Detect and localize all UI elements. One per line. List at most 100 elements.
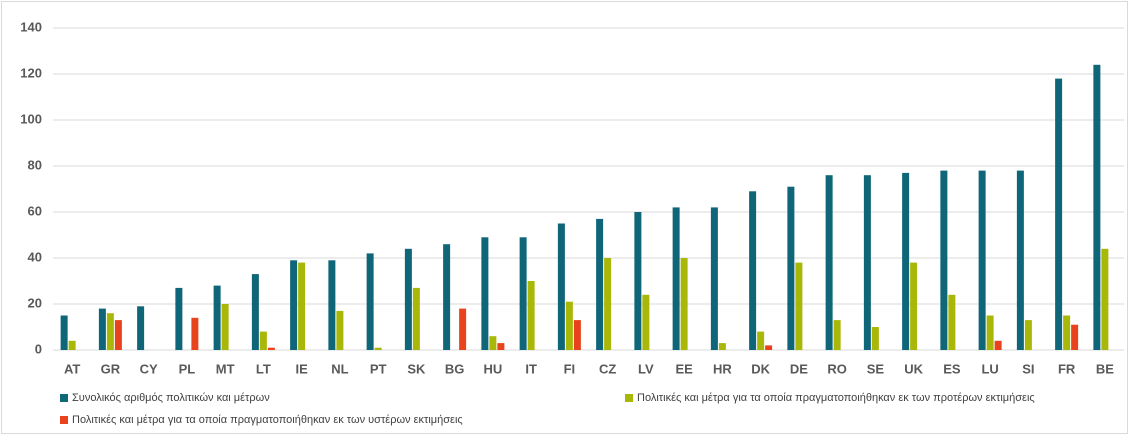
- y-tick-label: 140: [20, 19, 42, 34]
- bar: [191, 317, 199, 350]
- bar: [710, 207, 718, 350]
- x-tick-label: GR: [101, 361, 121, 376]
- bar: [910, 262, 918, 350]
- bar: [114, 320, 122, 350]
- bar: [634, 212, 642, 350]
- bar: [672, 207, 680, 350]
- x-tick-label: PT: [370, 361, 387, 376]
- bar: [1093, 64, 1101, 351]
- x-tick-label: PL: [179, 361, 196, 376]
- x-tick-label: NL: [331, 361, 348, 376]
- bar: [986, 315, 994, 350]
- legend-label: Συνολικός αριθμός πολιτικών και μέτρων: [72, 392, 270, 404]
- bar: [978, 170, 986, 350]
- bar: [825, 175, 833, 350]
- x-tick-label: RO: [827, 361, 847, 376]
- bar: [871, 327, 879, 350]
- bar: [106, 313, 114, 350]
- bar: [948, 294, 956, 350]
- bar: [1055, 78, 1063, 350]
- bar: [213, 285, 221, 350]
- bar: [642, 294, 650, 350]
- bar: [259, 331, 267, 350]
- bar: [404, 248, 412, 350]
- bar: [863, 175, 871, 350]
- bar: [175, 287, 183, 350]
- x-tick-label: LV: [638, 361, 654, 376]
- y-tick-label: 60: [28, 203, 42, 218]
- x-tick-label: SK: [407, 361, 426, 376]
- bar: [290, 260, 298, 350]
- y-tick-label: 20: [28, 295, 42, 310]
- legend-label: Πολιτικές και μέτρα για τα οποία πραγματ…: [637, 392, 1035, 404]
- x-tick-label: SI: [1022, 361, 1034, 376]
- x-tick-label: LT: [256, 361, 271, 376]
- x-tick-label: CZ: [599, 361, 616, 376]
- bar: [680, 258, 688, 350]
- bar: [336, 310, 344, 350]
- bar: [573, 320, 581, 350]
- bar: [137, 306, 145, 350]
- bar: [1063, 315, 1071, 350]
- bar: [1024, 320, 1032, 350]
- bar: [765, 345, 773, 350]
- bar: [412, 287, 420, 350]
- bar: [443, 244, 451, 350]
- bar: [787, 186, 795, 350]
- legend-label: Πολιτικές και μέτρα για τα οποία πραγματ…: [72, 414, 463, 426]
- bar: [497, 343, 505, 350]
- bar: [604, 258, 612, 350]
- bar: [902, 172, 910, 350]
- bar: [749, 191, 757, 350]
- bar: [60, 315, 68, 350]
- bar: [718, 343, 726, 350]
- x-tick-label: BE: [1096, 361, 1114, 376]
- y-tick-label: 120: [20, 65, 42, 80]
- x-tick-label: LU: [981, 361, 998, 376]
- y-tick-label: 40: [28, 249, 42, 264]
- x-tick-label: FR: [1058, 361, 1076, 376]
- x-tick-label: BG: [445, 361, 465, 376]
- x-tick-label: FI: [564, 361, 576, 376]
- bar: [68, 340, 76, 350]
- bar: [1071, 324, 1079, 350]
- x-tick-label: DK: [751, 361, 770, 376]
- bar: [459, 308, 467, 350]
- bar: [795, 262, 803, 350]
- bar: [374, 347, 382, 350]
- bar: [1016, 170, 1024, 350]
- bar: [833, 320, 841, 350]
- x-tick-label: IE: [295, 361, 308, 376]
- x-tick-label: HU: [483, 361, 502, 376]
- x-tick-label: ES: [943, 361, 961, 376]
- bar: [489, 336, 497, 350]
- legend-swatch: [60, 416, 68, 424]
- bar: [328, 260, 336, 350]
- bar: [994, 340, 1002, 350]
- bar: [481, 237, 489, 350]
- bar: [366, 253, 374, 350]
- x-tick-label: AT: [64, 361, 80, 376]
- x-tick-label: MT: [216, 361, 235, 376]
- bar: [565, 301, 573, 350]
- x-tick-label: EE: [675, 361, 693, 376]
- bar: [1101, 248, 1109, 350]
- legend-swatch: [60, 394, 68, 402]
- x-tick-label: IT: [525, 361, 537, 376]
- y-tick-label: 0: [35, 341, 42, 356]
- x-tick-label: CY: [140, 361, 158, 376]
- x-tick-label: UK: [904, 361, 923, 376]
- bar: [221, 304, 229, 350]
- x-tick-label: DE: [790, 361, 808, 376]
- bar: [519, 237, 527, 350]
- y-tick-label: 80: [28, 157, 42, 172]
- x-tick-label: HR: [713, 361, 732, 376]
- bar: [267, 347, 275, 350]
- bar: [557, 223, 565, 350]
- bar: [757, 331, 765, 350]
- bar: [940, 170, 948, 350]
- bar: [298, 262, 306, 350]
- bar: [98, 308, 106, 350]
- y-tick-label: 100: [20, 111, 42, 126]
